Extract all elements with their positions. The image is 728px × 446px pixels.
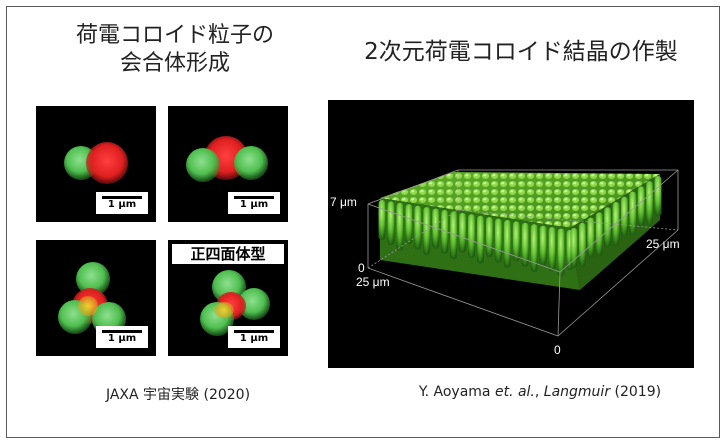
crystal-pillar bbox=[432, 208, 440, 249]
y-axis-label: 25 μm bbox=[646, 237, 680, 251]
crystal-pillar bbox=[423, 207, 431, 256]
bounding-box bbox=[367, 169, 679, 337]
crystal-pillars bbox=[378, 176, 662, 277]
crystal-pillar bbox=[494, 218, 502, 263]
crystal-pillar bbox=[396, 202, 404, 251]
crystal-pillar bbox=[539, 225, 547, 266]
overlap-highlight bbox=[214, 302, 234, 318]
left-caption: JAXA 宇宙実験 (2020) bbox=[105, 387, 251, 403]
micrograph-dimer: 1 μm bbox=[36, 106, 156, 222]
crystal-pillar bbox=[595, 212, 603, 257]
caption-journal: Langmuir bbox=[543, 384, 611, 400]
micrograph-trimer: 1 μm bbox=[168, 106, 288, 222]
crystal-pillar bbox=[578, 222, 586, 267]
crystal-pillar bbox=[587, 217, 595, 258]
crystal-pillar bbox=[441, 210, 449, 254]
green-particle bbox=[234, 146, 268, 180]
micrograph-cluster: 1 μm bbox=[36, 240, 156, 356]
caption-separator: , bbox=[534, 384, 544, 400]
crystal-pillar bbox=[548, 227, 556, 272]
crystal-pillar bbox=[604, 207, 612, 248]
green-particle bbox=[186, 148, 220, 182]
caption-etal: et. al. bbox=[494, 384, 535, 400]
crystal-pillar bbox=[637, 186, 645, 227]
left-title: 荷電コロイド粒子の 会合体形成 bbox=[60, 22, 290, 78]
scale-bar: 1 μm bbox=[96, 326, 148, 348]
crystal-pillar bbox=[646, 181, 654, 226]
scale-bar: 1 μm bbox=[228, 326, 280, 348]
left-title-line2: 会合体形成 bbox=[119, 51, 230, 76]
crystal-pillar bbox=[485, 217, 493, 258]
x-axis-label: 25 μm bbox=[356, 275, 390, 289]
crystal-pillar bbox=[414, 205, 422, 250]
crystal-pillar bbox=[512, 221, 520, 262]
crystal-pillar bbox=[450, 211, 458, 260]
crystal-3d-image: 7 μm 0 25 μm 25 μm 0 bbox=[328, 100, 694, 368]
scale-label: 1 μm bbox=[239, 199, 269, 210]
crystal-pillar bbox=[468, 214, 476, 259]
crystal-pillar bbox=[476, 215, 484, 264]
crystal-pillar bbox=[654, 176, 662, 216]
crystal-pillar bbox=[557, 228, 565, 277]
crystal-pillar bbox=[459, 212, 467, 253]
crystal-svg: 7 μm 0 25 μm 25 μm 0 bbox=[330, 169, 680, 357]
scale-bar: 1 μm bbox=[228, 192, 280, 214]
caption-author: Y. Aoyama bbox=[418, 384, 495, 400]
scale-label: 1 μm bbox=[239, 333, 269, 344]
scale-label: 1 μm bbox=[107, 199, 137, 210]
right-title: 2次元荷電コロイド結晶の作製 bbox=[364, 39, 678, 65]
scale-label: 1 μm bbox=[107, 333, 137, 344]
crystal-pillar bbox=[387, 201, 395, 246]
crystal-pillar bbox=[530, 224, 538, 273]
right-caption: Y. Aoyama et. al., Langmuir (2019) bbox=[380, 384, 700, 400]
overlap-highlight bbox=[78, 296, 98, 316]
z-max-label: 7 μm bbox=[330, 195, 357, 209]
z-min-label: 0 bbox=[358, 261, 365, 275]
scale-bar: 1 μm bbox=[96, 192, 148, 214]
micrograph-tetrahedral: 正四面体型 1 μm bbox=[168, 240, 288, 356]
caption-year: (2019) bbox=[610, 384, 662, 400]
crystal-pillar bbox=[378, 200, 386, 240]
crystal-pillar bbox=[521, 222, 529, 267]
red-particle bbox=[86, 142, 128, 184]
crystal-pillar bbox=[629, 191, 637, 236]
tetrahedral-label: 正四面体型 bbox=[172, 244, 284, 264]
left-title-line1: 荷電コロイド粒子の bbox=[75, 23, 274, 48]
crystal-pillar bbox=[405, 204, 413, 245]
crystal-top-surface bbox=[380, 172, 660, 228]
crystal-pillar bbox=[503, 220, 511, 268]
origin-label: 0 bbox=[554, 343, 561, 357]
